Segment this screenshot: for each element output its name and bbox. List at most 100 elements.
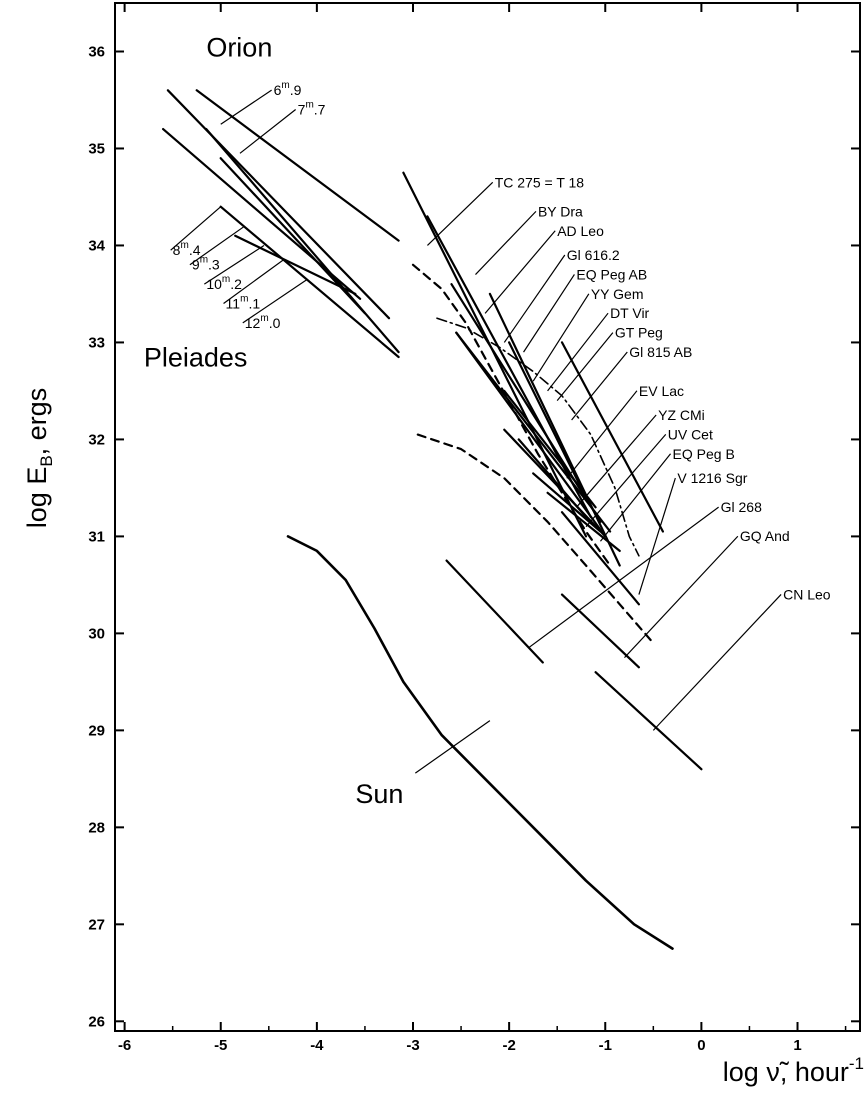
series-label-by-dra: BY Dra	[538, 203, 583, 219]
label-pointer-dt-vir	[547, 312, 609, 392]
x-tick-label: 0	[697, 1037, 705, 1054]
x-tick-label: -3	[406, 1037, 419, 1054]
series-line-9-3	[205, 128, 400, 354]
label-pointer-eq-peg-ab	[523, 274, 575, 353]
label-pointer-sun	[414, 720, 491, 774]
series-label-cn-leo: CN Leo	[783, 586, 831, 602]
plot-frame	[114, 2, 861, 1032]
series-label-v-1216-sgr: V 1216 Sgr	[677, 470, 747, 486]
label-pointer-gt-peg	[556, 332, 614, 402]
series-line-dt-vir	[455, 331, 612, 533]
x-axis-label-superscript: -1	[849, 1054, 864, 1073]
x-tick-label: -4	[310, 1037, 324, 1054]
x-axis-label: log ν̃, hour-1	[723, 1054, 864, 1087]
x-tick-label: -1	[599, 1037, 612, 1054]
label-pointer-gl-268	[527, 506, 719, 649]
label-pointer-yz-cmi	[575, 414, 657, 508]
label-pointer-v-1216-sgr	[638, 477, 676, 595]
label-pointer-tc-275-t-18	[427, 181, 494, 246]
series-line-yy-gem	[508, 341, 583, 489]
series-label-eq-peg-ab: EQ Peg AB	[576, 266, 647, 282]
y-tick-label: 30	[88, 625, 105, 642]
series-label-6-9: 6m.9	[274, 80, 302, 98]
label-pointer-gl-616-2	[503, 254, 566, 343]
label-pointer-uv-cet	[585, 434, 667, 528]
series-label-yy-gem: YY Gem	[591, 286, 644, 302]
series-line-eq-peg-ab	[488, 292, 621, 567]
y-tick-label: 27	[88, 916, 105, 933]
series-label-8-4: 8m.4	[173, 240, 201, 258]
series-label-ev-lac: EV Lac	[639, 383, 684, 399]
series-line-sun	[286, 535, 674, 950]
series-layer	[162, 89, 703, 950]
series-label-10-2: 10m.2	[206, 274, 242, 292]
label-pointer-eq-peg-b	[599, 453, 672, 542]
y-tick-label: 36	[88, 43, 105, 60]
group-label-sun: Sun	[355, 779, 403, 809]
series-line-eq-peg-b	[546, 491, 621, 552]
label-pointer-9-3	[189, 225, 246, 266]
series-line-7-7	[166, 89, 391, 320]
series-label-7-7: 7m.7	[298, 100, 326, 118]
label-pointer-cn-leo	[652, 594, 782, 731]
series-line-gt-peg	[503, 389, 597, 509]
series-line-v-1216-sgr	[560, 511, 640, 606]
series-label-gt-peg: GT Peg	[615, 325, 663, 341]
label-pointer-6-9	[220, 89, 272, 125]
label-pointer-by-dra	[475, 210, 537, 275]
x-tick-label: -2	[502, 1037, 515, 1054]
series-label-yz-cmi: YZ CMi	[658, 407, 705, 423]
series-label-tc-275-t-18: TC 275 = T 18	[495, 174, 585, 190]
x-tick-label: -6	[118, 1037, 131, 1054]
series-label-12-0: 12m.0	[245, 313, 281, 331]
y-axis-label-subscript: B	[37, 455, 56, 466]
series-label-gl-616-2: Gl 616.2	[567, 247, 620, 263]
y-tick-label: 26	[88, 1013, 105, 1030]
series-line-11-1	[219, 205, 400, 359]
group-label-orion: Orion	[206, 32, 272, 62]
x-tick-label: -5	[214, 1037, 227, 1054]
label-pointer-12-0	[242, 278, 308, 324]
series-label-11-1: 11m.1	[226, 293, 261, 311]
series-line-gq-and	[560, 593, 640, 669]
series-label-dt-vir: DT Vir	[610, 305, 649, 321]
y-tick-label: 29	[88, 722, 105, 739]
y-tick-label: 28	[88, 819, 105, 836]
label-pointer-11-1	[223, 259, 284, 304]
series-label-uv-cet: UV Cet	[668, 426, 713, 442]
y-tick-label: 33	[88, 334, 105, 351]
series-line-curve-27	[436, 317, 640, 557]
label-pointer-gq-and	[624, 535, 739, 659]
label-pointer-7-7	[239, 109, 297, 154]
series-line-6-9	[195, 89, 400, 242]
label-pointer-yy-gem	[532, 293, 590, 382]
label-pointer-8-4	[170, 206, 222, 251]
y-tick-label: 35	[88, 140, 105, 157]
y-tick-label: 32	[88, 431, 105, 448]
label-pointer-ad-leo	[484, 230, 556, 314]
label-pointer-gl-815-ab	[571, 351, 628, 421]
group-label-pleiades: Pleiades	[144, 343, 248, 373]
y-axis-label-main: log E	[22, 467, 52, 529]
series-label-ad-leo: AD Leo	[557, 223, 604, 239]
series-label-gq-and: GQ And	[740, 528, 790, 544]
series-line-12-0	[234, 234, 357, 295]
axis-ticks	[115, 3, 860, 1031]
series-label-gl-268: Gl 268	[721, 499, 762, 515]
series-line-cn-leo	[594, 671, 703, 771]
axis-tick-labels: -6 -5 -4 -3 -2 -1 0 1 26 27 28 29 30 31 32 33 34 35 36	[88, 43, 801, 1054]
label-pointer-ev-lac	[566, 390, 638, 479]
y-axis-label-suffix: , ergs	[22, 388, 52, 456]
series-label-eq-peg-b: EQ Peg B	[673, 446, 735, 462]
series-line-ev-lac	[503, 428, 607, 538]
series-line-gl-268	[445, 559, 544, 664]
series-label-gl-815-ab: Gl 815 AB	[629, 344, 692, 360]
x-axis-label-main: log ν̃, hour	[723, 1057, 849, 1087]
y-axis-label: log EB, ergs	[22, 388, 56, 528]
series-line-curve-26	[416, 433, 655, 645]
y-tick-label: 31	[88, 528, 105, 545]
label-pointer-10-2	[203, 244, 265, 285]
series-label-9-3: 9m.3	[192, 255, 220, 273]
